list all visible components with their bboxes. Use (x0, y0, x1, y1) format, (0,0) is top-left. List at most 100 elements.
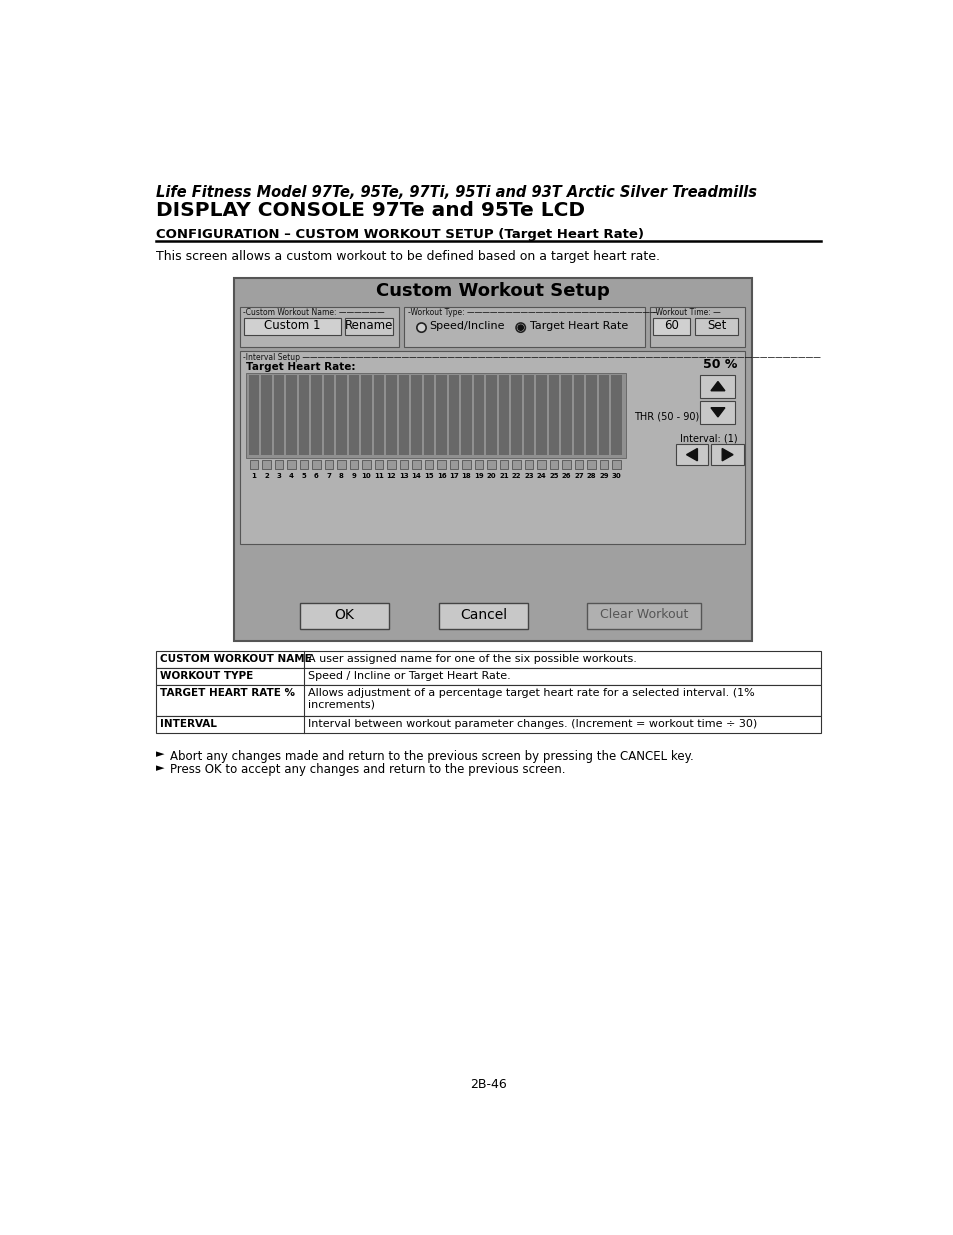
Bar (475, 461, 483, 468)
Bar (274, 461, 283, 468)
Bar (524, 461, 533, 468)
Text: A user assigned name for one of the six possible workouts.: A user assigned name for one of the six … (307, 655, 636, 664)
Text: 3: 3 (276, 473, 281, 479)
Bar (361, 375, 372, 456)
Bar (449, 461, 457, 468)
Polygon shape (710, 408, 724, 417)
Bar (156, 716, 821, 732)
Text: TARGET HEART RATE %: TARGET HEART RATE % (159, 688, 294, 698)
Text: This screen allows a custom workout to be defined based on a target heart rate.: This screen allows a custom workout to b… (156, 249, 659, 263)
Bar (487, 461, 496, 468)
Bar (324, 461, 333, 468)
Bar (374, 375, 384, 456)
Text: 26: 26 (561, 473, 571, 479)
Bar (474, 375, 484, 456)
Bar (649, 306, 744, 347)
Text: 15: 15 (424, 473, 434, 479)
Bar (249, 375, 259, 456)
Bar (586, 603, 700, 629)
Bar (323, 375, 334, 456)
Text: Interval between workout parameter changes. (Increment = workout time ÷ 30): Interval between workout parameter chang… (307, 719, 756, 729)
Text: Custom 1: Custom 1 (264, 319, 320, 332)
Text: 22: 22 (511, 473, 520, 479)
Text: ►: ► (156, 763, 165, 773)
Bar (274, 375, 284, 456)
Text: 7: 7 (326, 473, 331, 479)
Bar (298, 375, 309, 456)
Text: Speed/Incline: Speed/Incline (429, 321, 504, 331)
Bar (599, 461, 608, 468)
Text: 13: 13 (398, 473, 409, 479)
Bar (439, 603, 528, 629)
Bar (675, 443, 707, 466)
Bar (156, 668, 821, 685)
Bar (486, 375, 497, 456)
Text: -Workout Type: —————————————————————————: -Workout Type: ————————————————————————— (407, 309, 657, 317)
Text: Abort any changes made and return to the previous screen by pressing the CANCEL : Abort any changes made and return to the… (170, 750, 693, 762)
Text: 20: 20 (486, 473, 496, 479)
Text: CONFIGURATION – CUSTOM WORKOUT SETUP (Target Heart Rate): CONFIGURATION – CUSTOM WORKOUT SETUP (Ta… (156, 228, 644, 241)
Polygon shape (710, 382, 724, 390)
Text: CUSTOM WORKOUT NAME: CUSTOM WORKOUT NAME (159, 655, 311, 664)
Text: Target Heart Rate:: Target Heart Rate: (246, 362, 355, 372)
Polygon shape (721, 448, 732, 461)
Polygon shape (686, 448, 697, 461)
Text: DISPLAY CONSOLE 97Te and 95Te LCD: DISPLAY CONSOLE 97Te and 95Te LCD (156, 200, 585, 220)
Bar (262, 461, 271, 468)
Text: 6: 6 (314, 473, 318, 479)
Bar (240, 352, 744, 543)
Bar (537, 461, 545, 468)
Bar (587, 461, 596, 468)
Bar (700, 374, 735, 398)
Bar (436, 375, 446, 456)
Bar (404, 306, 644, 347)
Bar (398, 375, 409, 456)
Bar (536, 375, 546, 456)
Text: Target Heart Rate: Target Heart Rate (530, 321, 628, 331)
Circle shape (416, 324, 426, 332)
Bar (436, 461, 445, 468)
Bar (299, 461, 308, 468)
Text: Cancel: Cancel (460, 608, 507, 622)
Text: 16: 16 (436, 473, 446, 479)
Text: THR (50 - 90) %: THR (50 - 90) % (633, 411, 711, 421)
Bar (423, 375, 434, 456)
Text: -Workout Time: —: -Workout Time: — (653, 309, 720, 317)
Bar (586, 375, 597, 456)
Circle shape (517, 325, 523, 330)
Bar (362, 461, 371, 468)
Text: INTERVAL: INTERVAL (159, 719, 216, 729)
Bar (412, 461, 420, 468)
Bar (286, 375, 296, 456)
Bar (350, 461, 358, 468)
Bar (246, 373, 625, 458)
Text: 23: 23 (523, 473, 534, 479)
Bar (375, 461, 383, 468)
Text: Custom Workout Setup: Custom Workout Setup (375, 282, 609, 300)
Bar (336, 461, 345, 468)
Bar (312, 461, 320, 468)
Bar (349, 375, 359, 456)
Bar (287, 461, 295, 468)
Bar (299, 603, 389, 629)
Bar (156, 651, 821, 668)
Text: 24: 24 (537, 473, 546, 479)
Text: Speed / Incline or Target Heart Rate.: Speed / Incline or Target Heart Rate. (307, 671, 510, 680)
Bar (574, 461, 582, 468)
Bar (460, 375, 472, 456)
Bar (695, 317, 738, 335)
Text: 25: 25 (549, 473, 558, 479)
Bar (387, 461, 395, 468)
Bar (561, 461, 570, 468)
Bar (549, 461, 558, 468)
Circle shape (516, 324, 525, 332)
Bar (498, 375, 509, 456)
Bar (560, 375, 571, 456)
Text: Set: Set (706, 319, 725, 332)
Text: ►: ► (156, 750, 165, 760)
Text: -Interval Setup ————————————————————————————————————————————————————————————————: -Interval Setup ————————————————————————… (243, 353, 821, 362)
Text: Interval: (1): Interval: (1) (679, 433, 737, 443)
Bar (548, 375, 558, 456)
Bar (700, 401, 735, 424)
Bar (523, 375, 534, 456)
